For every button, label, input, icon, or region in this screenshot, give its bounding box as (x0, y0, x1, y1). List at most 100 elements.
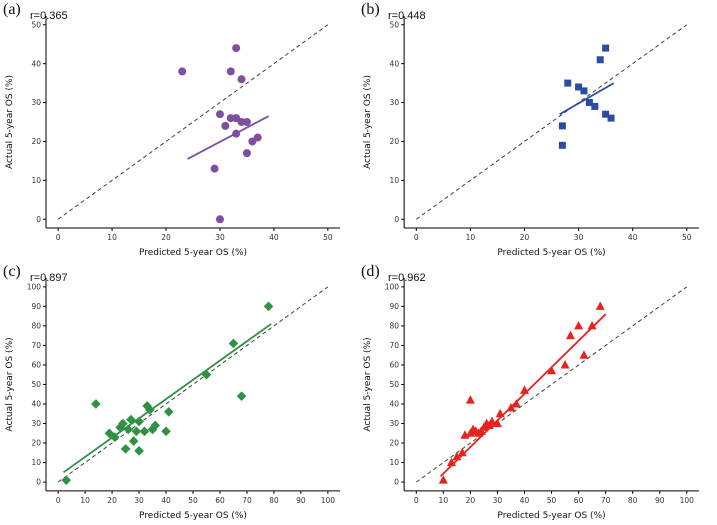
x-tick-label: 30 (215, 233, 225, 242)
x-tick-label: 70 (242, 496, 252, 505)
data-point (465, 395, 475, 404)
data-point (558, 141, 566, 149)
data-point (147, 424, 158, 435)
data-point (61, 475, 72, 485)
data-point (495, 408, 505, 418)
x-tick-label: 40 (269, 233, 279, 242)
x-tick-label: 50 (323, 233, 333, 242)
x-axis-title: Predicted 5-year OS (%) (497, 248, 605, 258)
y-tick-label: 20 (390, 137, 400, 146)
x-axis-title: Predicted 5-year OS (%) (497, 511, 605, 521)
y-tick-label: 60 (390, 361, 400, 370)
y-tick-label: 0 (394, 215, 399, 224)
data-point (126, 414, 136, 425)
r-value-label-a: r=0.365 (30, 10, 68, 22)
data-point (134, 446, 144, 456)
y-tick-label: 80 (390, 322, 400, 331)
panel-a: (a) r=0.365 0 10 20 30 40 50 0 10 20 30 40 50 Predic… (0, 0, 358, 262)
data-point (558, 122, 566, 130)
data-point (201, 369, 212, 380)
x-tick-label: 50 (547, 496, 557, 505)
data-point (128, 436, 139, 446)
panel-letter-d: (d) (361, 263, 380, 280)
x-tick-label: 60 (574, 496, 584, 505)
x-tick-label: 30 (493, 496, 503, 505)
data-point (104, 428, 115, 439)
x-tick-label: 0 (56, 233, 61, 242)
data-point (210, 164, 219, 173)
x-tick-label: 60 (215, 496, 225, 505)
y-tick-label: 0 (394, 478, 399, 487)
x-axis-title: Predicted 5-year OS (%) (139, 511, 247, 521)
y-tick-label: 30 (31, 98, 41, 107)
data-point (591, 102, 599, 110)
y-tick-label: 40 (31, 400, 41, 409)
x-tick-label: 50 (682, 233, 692, 242)
data-point (115, 422, 125, 433)
y-tick-label: 90 (390, 302, 400, 311)
data-point (237, 75, 246, 84)
x-tick-label: 90 (655, 496, 665, 505)
x-tick-label: 40 (520, 496, 530, 505)
y-tick-label: 10 (31, 458, 41, 467)
data-point (221, 121, 230, 130)
y-tick-label: 10 (390, 176, 400, 185)
data-point (91, 399, 101, 409)
x-tick-label: 0 (56, 496, 61, 505)
data-point (242, 149, 251, 158)
panel-letter-c: (c) (3, 263, 21, 280)
x-tick-label: 0 (414, 496, 419, 505)
x-tick-label: 100 (680, 496, 695, 505)
r-value-label-b: r=0.448 (388, 10, 426, 22)
data-point (511, 399, 521, 408)
x-tick-label: 20 (161, 233, 171, 242)
data-point (232, 129, 241, 138)
y-tick-label: 30 (390, 98, 400, 107)
y-tick-label: 20 (31, 137, 41, 146)
data-point (178, 67, 187, 76)
y-tick-label: 100 (385, 282, 400, 291)
y-tick-label: 20 (390, 439, 400, 448)
panel-letter-b: (b) (361, 1, 380, 18)
x-tick-label: 30 (574, 233, 584, 242)
scatter-plot-c: 0 10 20 30 40 50 60 70 80 90 100 0 10 20 30 40 50 60 70 80 9… (5, 278, 340, 521)
data-point (587, 320, 597, 330)
data-point (232, 44, 241, 53)
data-point (575, 83, 583, 91)
y-tick-label: 80 (31, 321, 41, 330)
regression-line (559, 82, 615, 115)
data-point (253, 133, 262, 142)
y-tick-label: 10 (390, 458, 400, 467)
scatter-plot-d: 0 10 20 30 40 50 60 70 80 90 100 0 10 20 30 40 50 60 70 80 9… (363, 278, 699, 521)
scatter-plot-a: 0 10 20 30 40 50 0 10 20 30 40 50 Predicted 5-year O… (5, 16, 340, 258)
scatter-plot-b: 0 10 20 30 40 50 0 10 20 30 40 50 Predicted 5-year O… (363, 16, 699, 258)
y-axis-title: Actual 5-year OS (%) (5, 75, 15, 169)
data-point (123, 424, 134, 435)
data-point (519, 385, 530, 394)
data-point (580, 87, 588, 95)
x-tick-label: 10 (80, 496, 90, 505)
y-tick-label: 40 (390, 59, 400, 68)
regression-line (63, 323, 272, 474)
data-point (565, 330, 575, 340)
data-point (560, 360, 570, 369)
data-point (438, 475, 448, 484)
data-point (120, 444, 131, 454)
data-point (109, 432, 120, 442)
y-tick-label: 20 (31, 439, 41, 448)
y-tick-label: 30 (31, 419, 41, 428)
regression-line (187, 115, 269, 160)
data-point (161, 426, 171, 437)
y-tick-label: 70 (31, 341, 41, 350)
data-point (579, 350, 589, 359)
x-tick-label: 20 (107, 496, 117, 505)
x-axis-title: Predicted 5-year OS (%) (139, 248, 247, 258)
x-tick-label: 40 (628, 233, 638, 242)
data-point (131, 426, 142, 437)
data-point (506, 402, 516, 412)
identity-line (57, 286, 329, 483)
y-tick-label: 100 (27, 282, 42, 291)
x-tick-label: 10 (466, 233, 476, 242)
y-tick-label: 50 (390, 20, 400, 29)
panel-letter-a: (a) (3, 1, 21, 18)
